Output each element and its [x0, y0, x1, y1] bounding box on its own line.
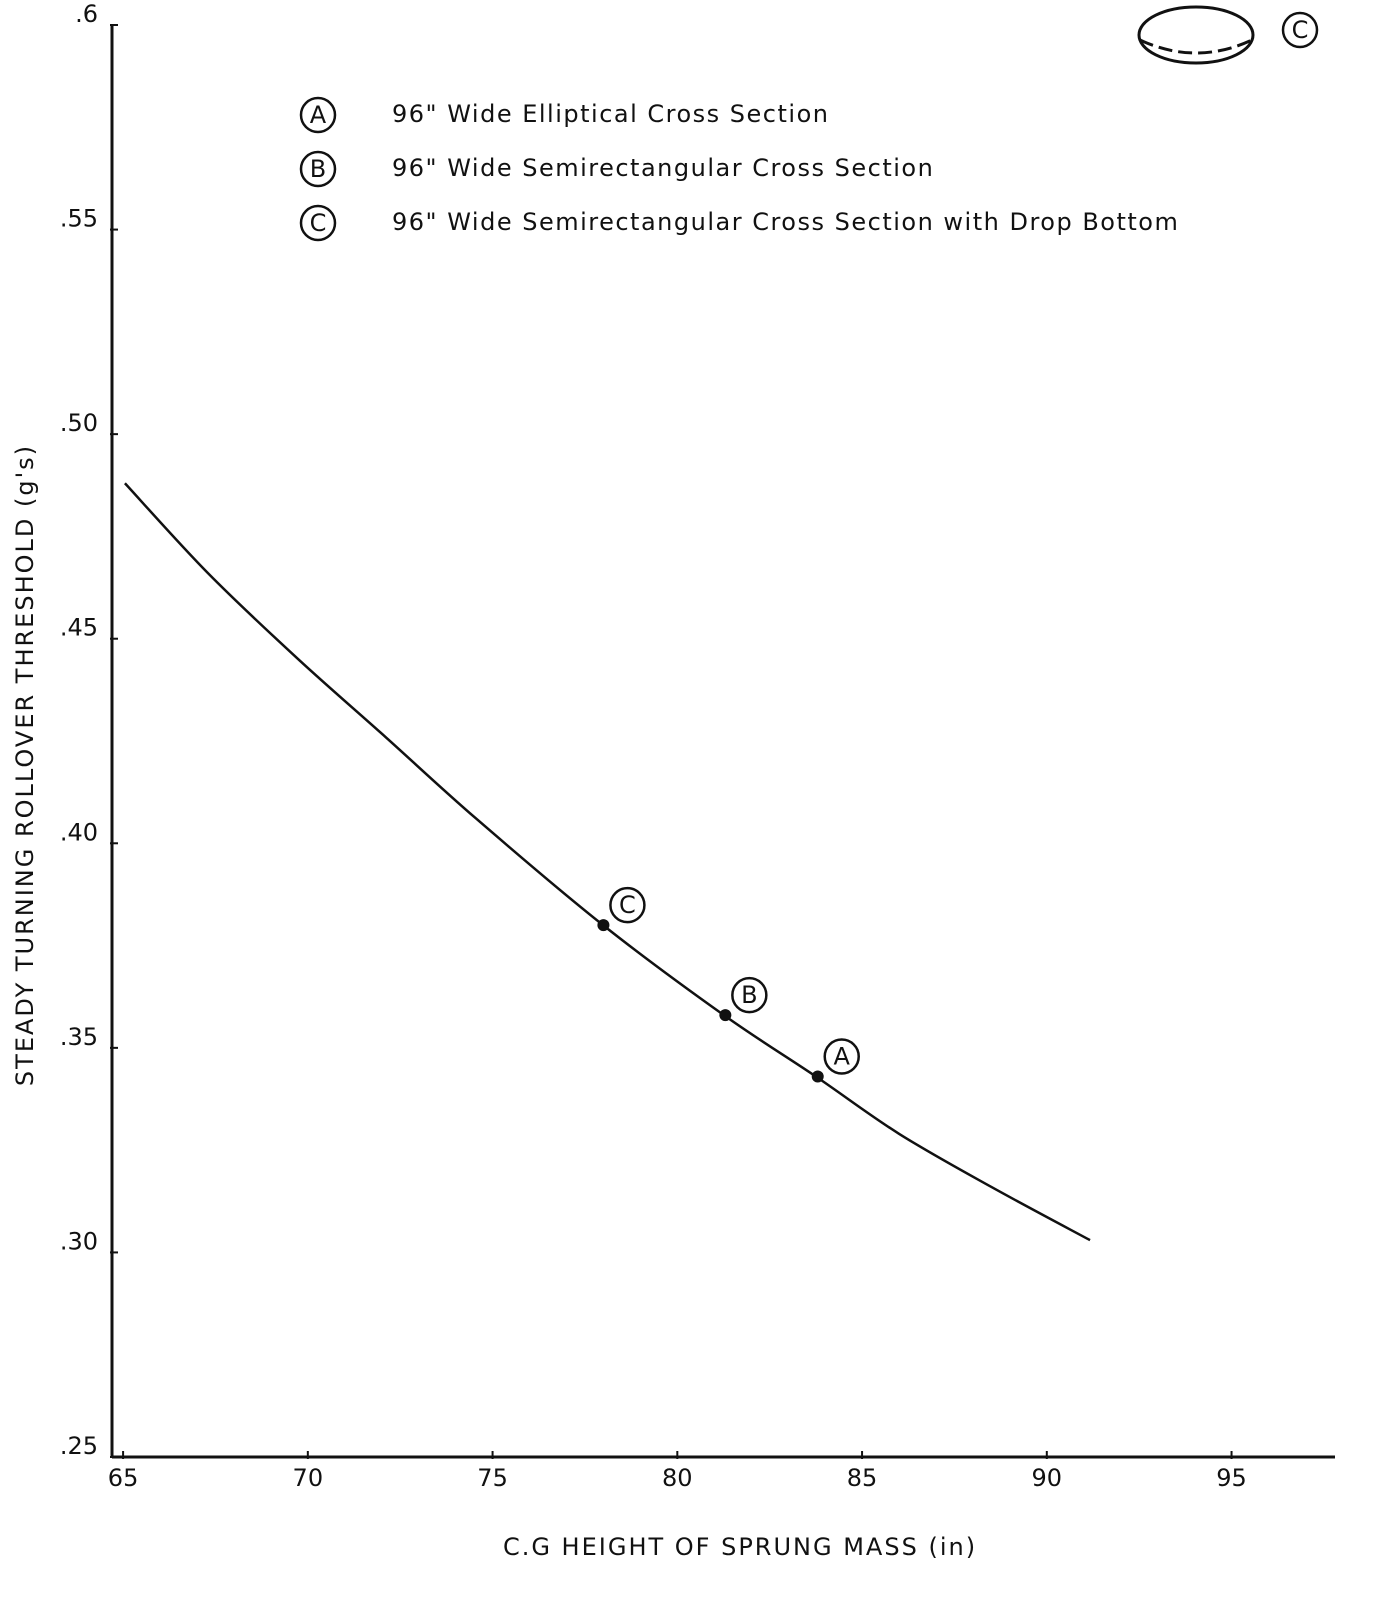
point-label-circle — [731, 976, 768, 1014]
point-label: C — [619, 891, 636, 919]
y-tick-label: .55 — [60, 205, 98, 233]
data-point — [811, 1070, 824, 1083]
point-label-circle — [609, 886, 646, 924]
drop-bottom-line — [1139, 38, 1253, 55]
y-tick-label: .40 — [60, 818, 98, 846]
legend-text: 96" Wide Elliptical Cross Section — [392, 100, 829, 128]
curve — [124, 482, 1091, 1242]
y-tick-label: .6 — [75, 0, 98, 28]
y-tick-label: .50 — [60, 409, 98, 437]
data-point — [719, 1009, 732, 1022]
legend-text: 96" Wide Semirectangular Cross Section w… — [392, 208, 1179, 236]
cross-section-icon — [1137, 5, 1255, 65]
legend-key: B — [310, 155, 326, 183]
legend-text: 96" Wide Semirectangular Cross Section — [392, 154, 934, 182]
x-axis-title: C.G HEIGHT OF SPRUNG MASS (in) — [503, 1533, 977, 1561]
legend-key: A — [310, 101, 327, 129]
point-label: A — [834, 1042, 851, 1070]
point-label: B — [741, 981, 757, 1009]
x-tick-label: 75 — [477, 1464, 508, 1492]
x-tick-label: 95 — [1216, 1464, 1247, 1492]
x-tick-label: 80 — [662, 1464, 693, 1492]
x-tick-label: 65 — [108, 1464, 139, 1492]
x-tick-label: 70 — [293, 1464, 324, 1492]
y-tick-label: .45 — [60, 614, 98, 642]
legend-key: C — [310, 209, 327, 237]
y-tick-label: .35 — [60, 1023, 98, 1051]
point-label-circle — [823, 1038, 860, 1075]
legend-key-circle — [299, 96, 337, 134]
legend-key-circle — [299, 204, 337, 242]
y-tick-label: .30 — [60, 1227, 98, 1255]
icon-label: C — [1292, 16, 1309, 44]
legend-key-circle — [299, 150, 337, 188]
x-tick-label: 90 — [1032, 1464, 1063, 1492]
data-point — [597, 919, 610, 932]
icon-label-circle — [1281, 11, 1319, 49]
y-tick-label: .25 — [60, 1432, 98, 1460]
x-tick-label: 85 — [847, 1464, 878, 1492]
y-axis-title: STEADY TURNING ROLLOVER THRESHOLD (g's) — [11, 444, 39, 1086]
